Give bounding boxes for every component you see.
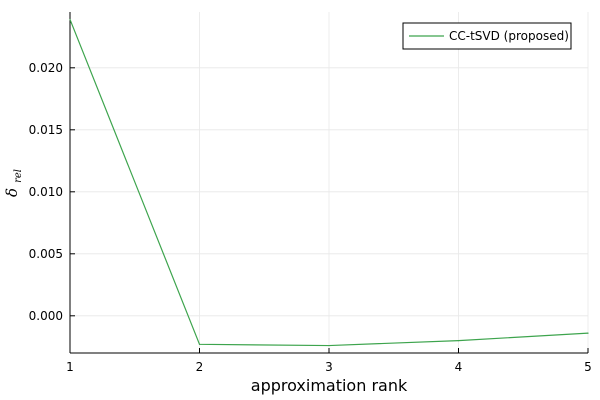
y-axis-label-main: δ [3,188,21,197]
legend-label: CC-tSVD (proposed) [449,29,569,43]
grid-lines [69,12,589,353]
x-axis-label: approximation rank [251,376,408,395]
y-tick-label: 0.005 [29,247,63,261]
data-point [457,340,460,342]
y-tick-label: 0.010 [29,185,63,199]
x-tick-label: 4 [455,360,463,374]
data-point [328,344,330,347]
x-ticks: 1 2 3 4 5 [66,348,592,374]
x-tick-label: 2 [196,360,204,374]
y-tick-label: 0.020 [29,61,63,75]
data-point [69,18,71,21]
y-tick-label: 0.000 [29,309,63,323]
x-tick-label: 3 [325,360,333,374]
y-tick-label: 0.015 [29,123,63,137]
data-point [587,332,589,334]
y-ticks: 0.000 0.005 0.010 0.015 0.020 [29,61,75,323]
x-tick-label: 1 [66,360,74,374]
legend: CC-tSVD (proposed) [402,22,572,50]
y-axis-label-subscript: rel [13,169,24,183]
x-tick-label: 5 [584,360,592,374]
data-point [198,343,201,345]
y-axis-label: δ rel [2,169,24,197]
series-layer [69,18,589,347]
legend-box [402,22,572,50]
